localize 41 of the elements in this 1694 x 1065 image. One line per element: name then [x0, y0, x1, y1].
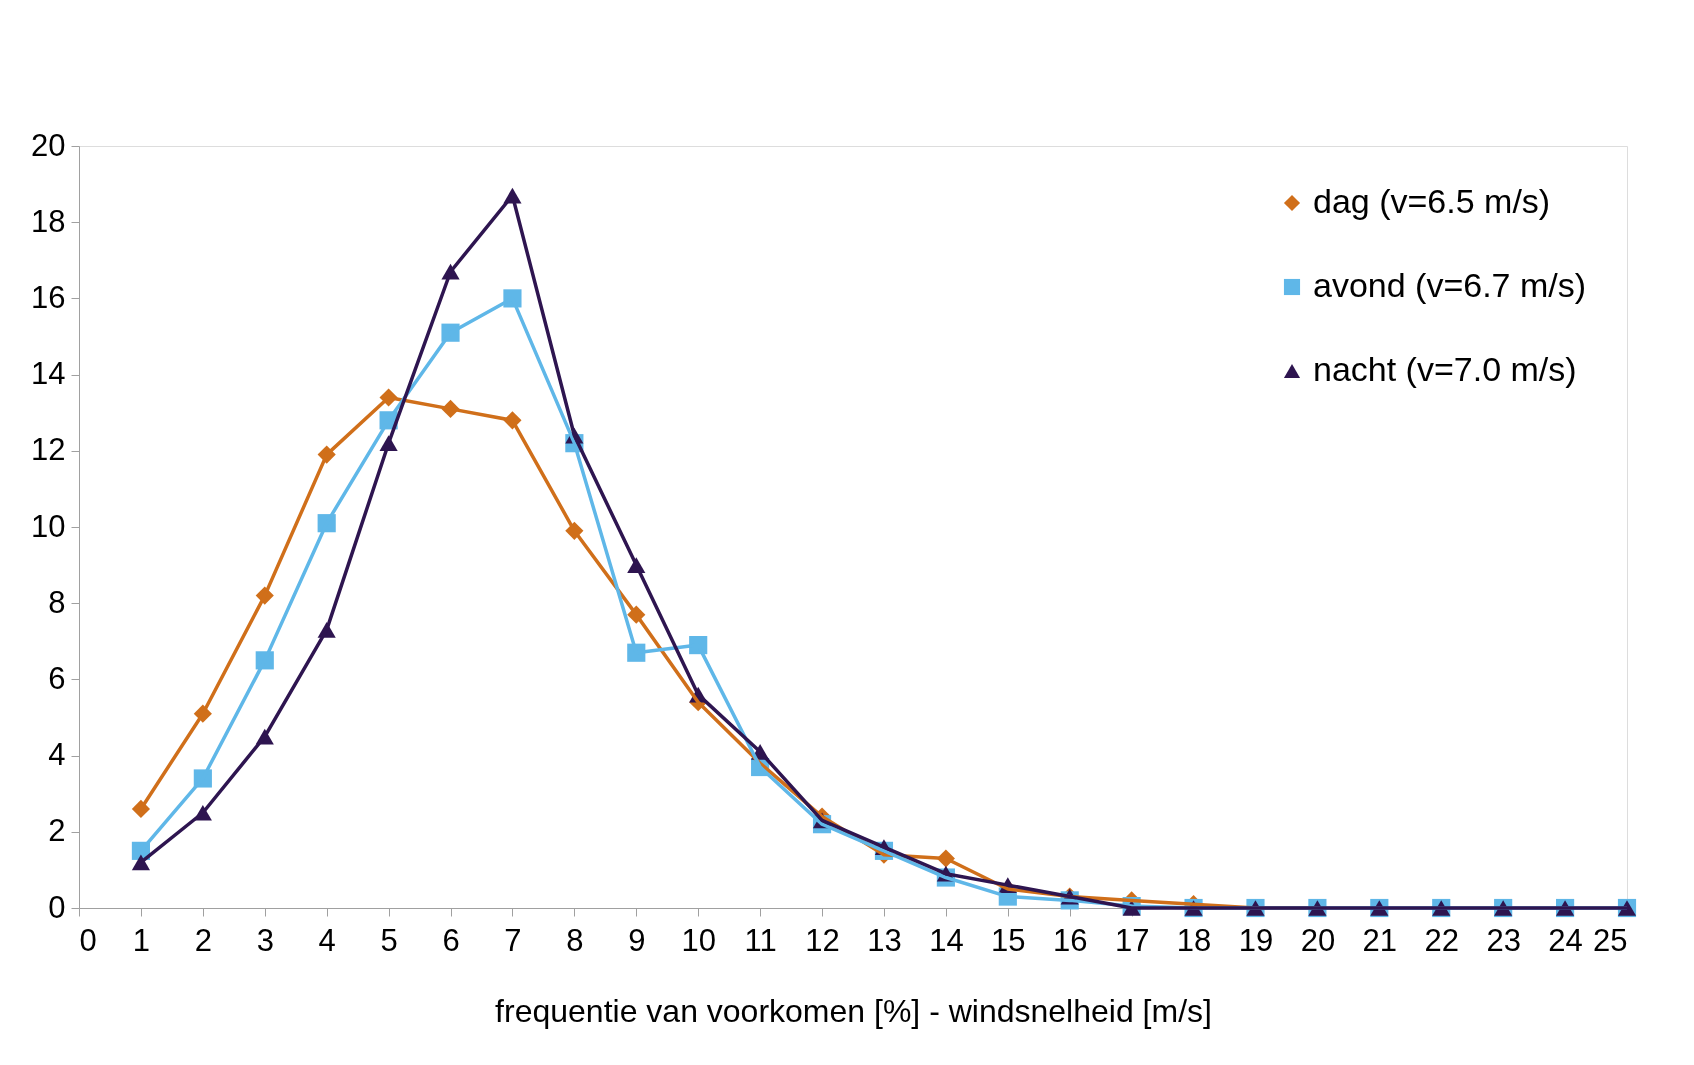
x-tick-label: 8: [566, 922, 584, 958]
x-tick-label: 17: [1114, 922, 1150, 958]
legend-label: avond (v=6.7 m/s): [1313, 266, 1587, 304]
x-tick-label: 10: [681, 922, 716, 958]
x-tick-label: 23: [1486, 922, 1521, 958]
legend-label: dag (v=6.5 m/s): [1313, 182, 1551, 220]
y-tick-label: 4: [48, 737, 66, 773]
y-tick-label: 12: [31, 432, 66, 468]
legend-label: nacht (v=7.0 m/s): [1313, 350, 1577, 388]
x-tick-label: 19: [1238, 922, 1274, 958]
y-tick-label: 14: [31, 356, 66, 392]
x-tick-label: 16: [1052, 922, 1088, 958]
x-tick-label: 21: [1362, 922, 1398, 958]
x-tick-label: 13: [867, 922, 902, 958]
x-tick-label: 15: [991, 922, 1026, 958]
x-tick-label: 7: [504, 922, 522, 958]
y-tick-label: 10: [31, 508, 66, 544]
x-tick-label: 14: [929, 922, 964, 958]
y-tick-label: 8: [48, 584, 66, 620]
y-tick-label: 2: [48, 813, 66, 849]
x-tick-label: 2: [194, 922, 212, 958]
x-tick-label: 25: [1593, 922, 1628, 958]
x-tick-label: 12: [805, 922, 840, 958]
x-tick-label: 11: [744, 922, 777, 958]
x-tick-label: 0: [79, 922, 97, 958]
x-tick-label: 20: [1300, 922, 1336, 958]
x-tick-label: 5: [380, 922, 398, 958]
x-tick-label: 4: [318, 922, 336, 958]
y-tick-label: 16: [31, 279, 66, 315]
x-tick-label: 6: [442, 922, 460, 958]
y-tick-label: 20: [31, 127, 66, 163]
x-tick-label: 22: [1424, 922, 1459, 958]
x-tick-label: 24: [1548, 922, 1583, 958]
y-tick-label: 18: [31, 203, 66, 239]
y-tick-label: 6: [48, 660, 66, 696]
x-tick-label: 9: [628, 922, 646, 958]
y-tick-label: 0: [48, 889, 66, 925]
x-tick-label: 1: [132, 922, 151, 958]
x-tick-label: 3: [256, 922, 274, 958]
x-tick-label: 18: [1176, 922, 1212, 958]
x-axis-title: frequentie van voorkomen [%] - windsnelheid [m/s]: [495, 992, 1212, 1029]
